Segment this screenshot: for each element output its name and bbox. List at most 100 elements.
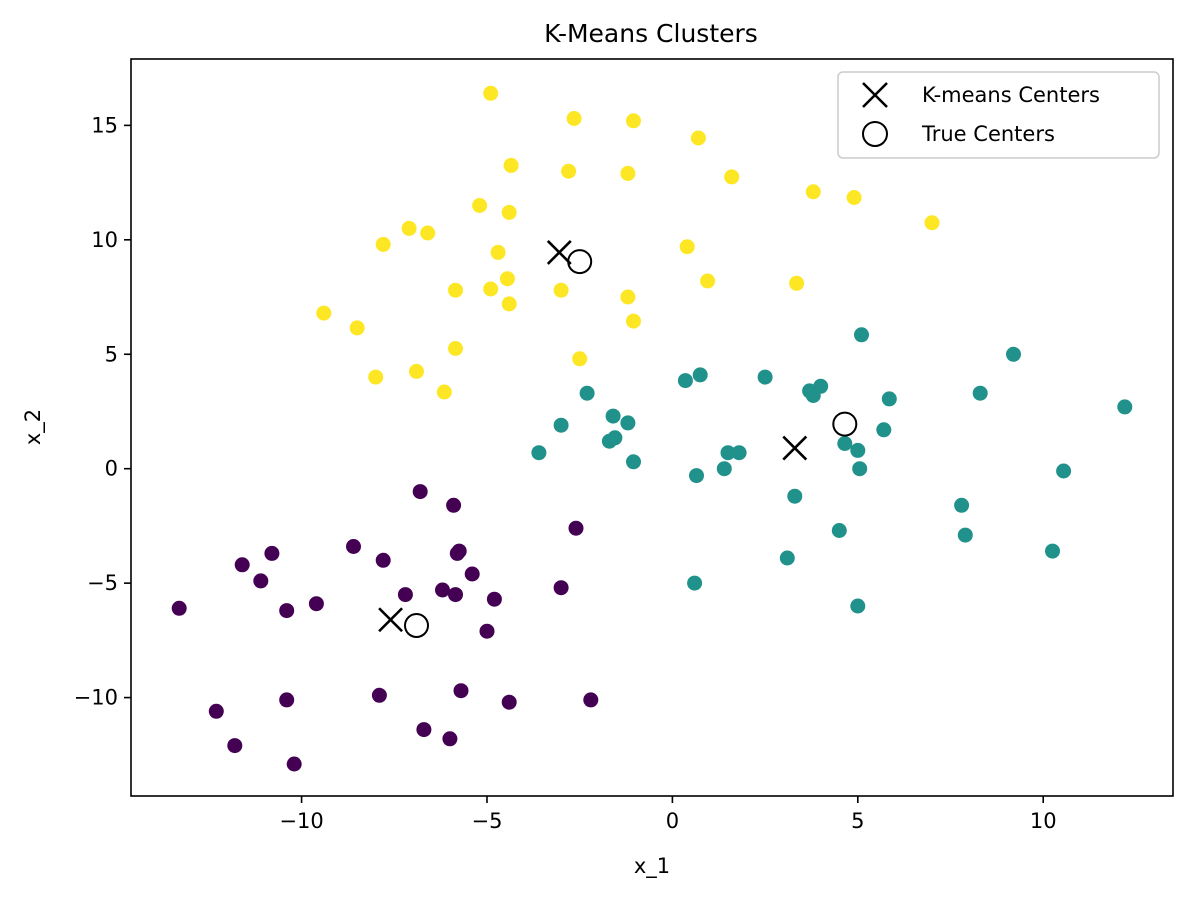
cluster-1-point-27 xyxy=(876,422,892,438)
cluster-1-point-31 xyxy=(972,385,988,401)
cluster-2-point-26 xyxy=(679,239,695,255)
cluster-1-point-28 xyxy=(881,391,897,407)
chart-title: K-Means Clusters xyxy=(544,19,758,48)
cluster-2-point-11 xyxy=(483,281,499,297)
cluster-1-point-1 xyxy=(553,417,569,433)
cluster-2-point-8 xyxy=(448,282,463,298)
cluster-1-point-2 xyxy=(579,385,595,401)
cluster-2-point-31 xyxy=(805,184,821,200)
cluster-0-point-7 xyxy=(279,692,295,708)
cluster-2-point-10 xyxy=(472,198,488,213)
kmeans-center-0 xyxy=(378,607,403,633)
cluster-1-point-11 xyxy=(692,367,708,383)
cluster-1-point-4 xyxy=(605,408,621,424)
y-tick-label-4: 10 xyxy=(91,228,118,252)
cluster-1-point-26 xyxy=(854,327,869,343)
cluster-0-point-1 xyxy=(208,703,224,719)
cluster-1-point-17 xyxy=(787,488,803,504)
cluster-0-point-16 xyxy=(435,582,450,598)
cluster-1-point-30 xyxy=(957,527,973,543)
legend-label-true: True Centers xyxy=(921,122,1055,146)
legend-kmeans-marker xyxy=(862,82,888,108)
cluster-1-point-33 xyxy=(1045,543,1060,559)
cluster-1-point-6 xyxy=(620,415,636,431)
cluster-0-point-10 xyxy=(346,539,361,554)
cluster-2-point-12 xyxy=(483,85,499,101)
cluster-2-point-18 xyxy=(553,282,569,298)
x-axis: −10 −5 0 5 10 xyxy=(279,796,1057,833)
cluster-1-point-0 xyxy=(531,445,547,461)
cluster-2-point-28 xyxy=(700,273,716,289)
cluster-0-point-2 xyxy=(227,738,243,754)
x-tick-label-2: 0 xyxy=(666,809,679,833)
y-axis-label: x_2 xyxy=(21,409,46,445)
cluster-0-point-24 xyxy=(479,623,495,639)
cluster-2-point-0 xyxy=(316,305,332,321)
cluster-2-point-6 xyxy=(420,225,436,241)
legend-label-kmeans: K-means Centers xyxy=(922,83,1100,107)
true-center-0 xyxy=(404,613,429,638)
cluster-1-point-15 xyxy=(757,369,773,385)
cluster-2-point-21 xyxy=(572,351,588,367)
cluster-0-point-29 xyxy=(583,692,599,708)
cluster-0-point-17 xyxy=(442,731,458,747)
y-tick-label-1: −5 xyxy=(87,571,118,595)
cluster-0-point-8 xyxy=(286,756,302,772)
cluster-0-point-23 xyxy=(464,566,480,582)
y-tick-label-2: 0 xyxy=(105,457,118,481)
cluster-0-point-18 xyxy=(446,497,462,513)
cluster-1-point-34 xyxy=(1056,463,1072,479)
cluster-1-point-13 xyxy=(720,445,736,461)
cluster-1-point-8 xyxy=(677,373,693,389)
legend: K-means Centers True Centers xyxy=(837,71,1160,159)
cluster-2-point-13 xyxy=(490,244,506,260)
cluster-1-point-10 xyxy=(689,468,704,484)
cluster-0-point-6 xyxy=(279,603,295,619)
cluster-1-point-25 xyxy=(852,461,868,477)
cluster-1-point-12 xyxy=(716,461,732,477)
cluster-1-point-16 xyxy=(779,550,795,566)
cluster-1-point-5 xyxy=(607,430,623,446)
cluster-2-point-17 xyxy=(503,157,519,173)
legend-box xyxy=(837,71,1160,159)
cluster-0-point-15 xyxy=(416,722,432,738)
cluster-2-point-4 xyxy=(401,220,417,236)
cluster-2-point-14 xyxy=(499,271,515,287)
true-center-1 xyxy=(567,249,593,275)
cluster-2-point-1 xyxy=(349,320,365,336)
cluster-0-point-4 xyxy=(253,573,269,589)
cluster-0-point-25 xyxy=(486,591,502,607)
cluster-2-point-33 xyxy=(924,215,940,231)
cluster-0-point-22 xyxy=(453,683,469,699)
cluster-2-point-30 xyxy=(789,275,805,291)
cluster-2-point-7 xyxy=(436,384,452,400)
plot-frame xyxy=(130,58,1174,797)
cluster-1-point-21 xyxy=(831,523,847,538)
kmeans-center-1 xyxy=(546,239,572,265)
x-tick-label-3: 5 xyxy=(851,809,864,833)
cluster-0-point-11 xyxy=(371,687,387,703)
cluster-2-point-9 xyxy=(448,341,463,356)
y-tick-label-3: 5 xyxy=(105,342,118,366)
cluster-0-point-28 xyxy=(568,520,584,536)
cluster-2-point-24 xyxy=(626,113,641,129)
cluster-1-point-7 xyxy=(626,454,641,470)
legend-true-marker xyxy=(862,121,888,147)
cluster-1-point-24 xyxy=(850,442,866,458)
cluster-2-point-16 xyxy=(501,296,517,312)
x-tick-label-4: 10 xyxy=(1030,809,1057,833)
y-tick-label-5: 15 xyxy=(91,113,118,137)
y-axis: −10 −5 0 5 10 15 xyxy=(74,113,131,710)
kmeans-center-2 xyxy=(782,435,808,461)
cluster-0-point-9 xyxy=(308,596,324,612)
cluster-0-point-5 xyxy=(264,545,280,561)
true-center-2 xyxy=(832,411,858,437)
cluster-2-point-23 xyxy=(620,165,636,181)
cluster-2-point-29 xyxy=(724,169,740,185)
cluster-1-point-29 xyxy=(954,497,970,513)
cluster-1-point-20 xyxy=(813,378,829,394)
points-layer xyxy=(171,85,1133,772)
cluster-2-point-27 xyxy=(690,130,706,146)
cluster-1-point-14 xyxy=(731,445,747,461)
